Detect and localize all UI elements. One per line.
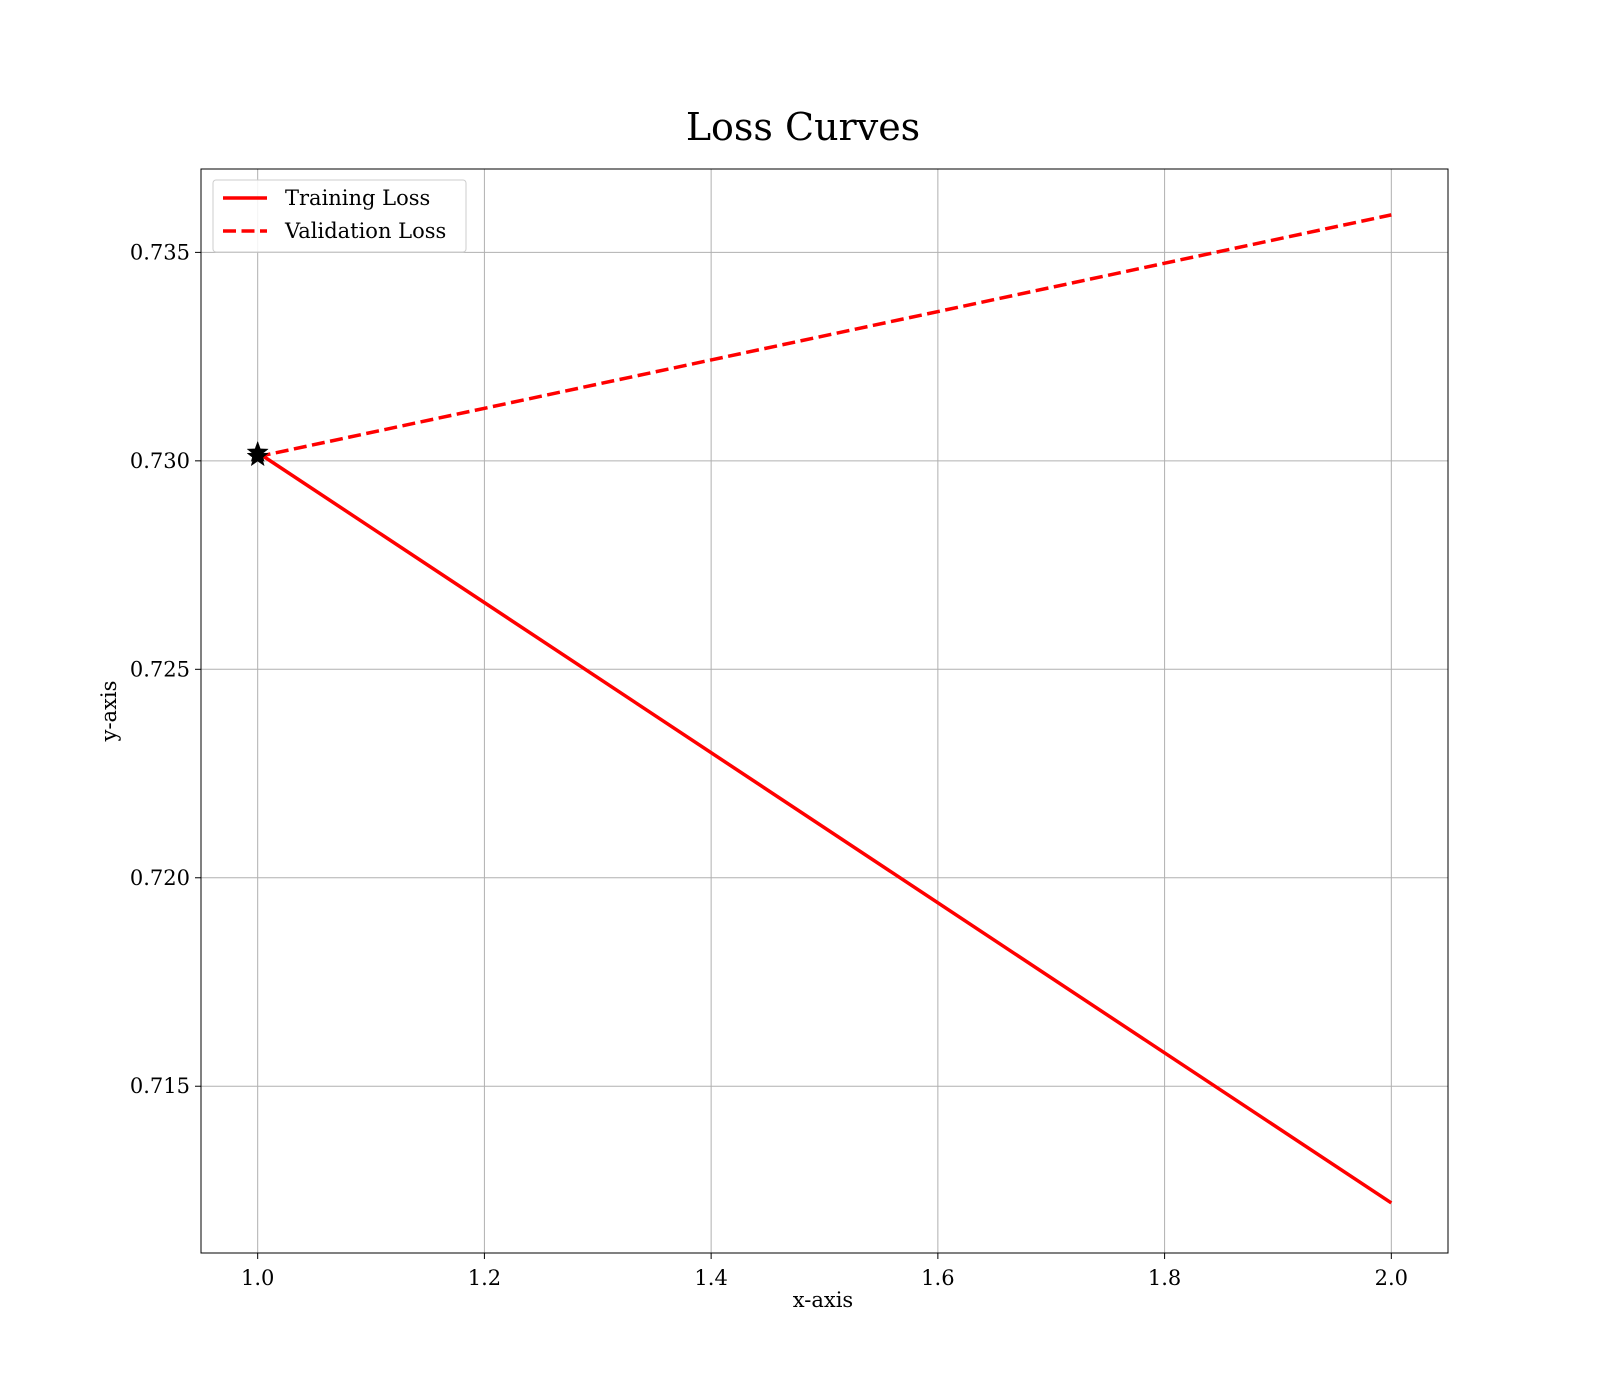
y-tick-label: 0.735 xyxy=(130,240,190,264)
y-axis-label: y-axis xyxy=(97,681,121,743)
x-tick-label: 1.8 xyxy=(1148,1266,1181,1290)
training-loss-line xyxy=(256,451,1393,1205)
series-lines xyxy=(256,213,1393,1205)
x-tick-label: 1.0 xyxy=(241,1266,274,1290)
axis-ticks: 1.0 1.2 1.4 1.6 1.8 2.0 0.715 0.720 0.725 0.730 0.… xyxy=(130,240,1408,1290)
legend-box xyxy=(212,179,467,253)
x-tick-label: 2.0 xyxy=(1375,1266,1408,1290)
x-tick-label: 1.4 xyxy=(694,1266,727,1290)
y-tick-label: 0.715 xyxy=(130,1074,190,1098)
legend: Training Loss Validation Loss xyxy=(212,179,467,253)
y-tick-label: 0.730 xyxy=(130,449,190,473)
chart-title: Loss Curves xyxy=(686,105,920,149)
y-tick-label: 0.720 xyxy=(130,866,190,890)
legend-label: Validation Loss xyxy=(284,219,446,243)
grid-lines xyxy=(201,169,1448,1253)
validation-loss-line xyxy=(257,213,1392,459)
best-point-star-marker xyxy=(246,444,269,467)
x-axis-label: x-axis xyxy=(793,1288,853,1312)
best-point-markers xyxy=(246,440,269,467)
legend-label: Training Loss xyxy=(285,186,430,210)
plot-area-frame xyxy=(200,168,1449,1254)
x-tick-label: 1.2 xyxy=(468,1266,501,1290)
y-tick-label: 0.725 xyxy=(130,657,190,681)
x-tick-label: 1.6 xyxy=(921,1266,954,1290)
